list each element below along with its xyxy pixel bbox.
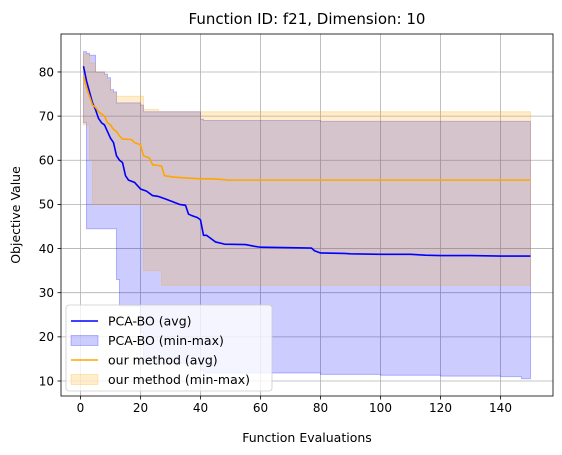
y-axis-label: Objective Value (8, 166, 23, 264)
min-max-bands (83, 51, 531, 380)
x-tick-label: 80 (313, 401, 328, 415)
plot-frame (60, 33, 554, 397)
y-tick-label: 80 (39, 65, 54, 79)
line-pca-bo-avg (82, 66, 531, 257)
y-tick-label: 40 (39, 242, 54, 256)
chart-title: Function ID: f21, Dimension: 10 (189, 10, 426, 28)
average-lines (82, 66, 531, 257)
y-tick-label: 10 (39, 374, 54, 388)
legend-label-our-method-min-max: our method (min-max) (108, 372, 250, 387)
band-pca-bo-min-max (83, 51, 531, 380)
y-tick-label: 50 (39, 198, 54, 212)
y-tick-label: 20 (39, 330, 54, 344)
line-our-method-avg (82, 76, 531, 181)
legend-swatch-our-method-min-max (70, 374, 99, 385)
x-tick-label: 140 (489, 401, 512, 415)
x-tick-label: 0 (77, 401, 85, 415)
legend-box (65, 304, 273, 392)
y-tick-label: 60 (39, 154, 54, 168)
y-tick-label: 30 (39, 286, 54, 300)
legend-swatch-pca-bo-min-max (70, 335, 99, 346)
x-tick-label: 120 (429, 401, 452, 415)
x-tick-label: 100 (369, 401, 392, 415)
legend-label-pca-bo-min-max: PCA-BO (min-max) (108, 333, 224, 348)
x-tick-label: 60 (253, 401, 268, 415)
legend-label-pca-bo-avg: PCA-BO (avg) (108, 314, 192, 329)
legend-entries: PCA-BO (avg) PCA-BO (min-max) our method (… (70, 314, 250, 387)
x-tick-label: 40 (193, 401, 208, 415)
legend: PCA-BO (avg) PCA-BO (min-max) our method (… (65, 304, 273, 392)
x-tick-label: 20 (133, 401, 148, 415)
legend-label-our-method-avg: our method (avg) (108, 353, 218, 368)
band-our-method-min-max (83, 53, 531, 286)
x-axis-label: Function Evaluations (242, 430, 372, 445)
y-tick-label: 70 (39, 109, 54, 123)
axis-ticks: 0 20 40 60 80 100 120 140 10 20 30 40 50 60 70 80 (39, 65, 512, 415)
